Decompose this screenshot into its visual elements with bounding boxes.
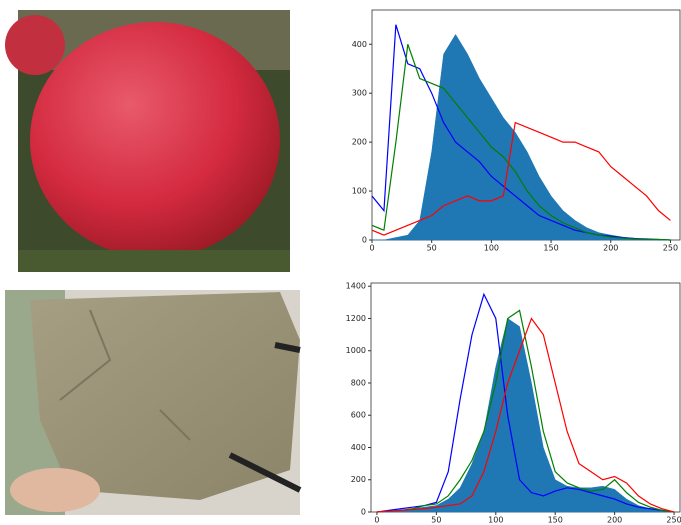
y-tick-label: 1400 xyxy=(346,282,366,291)
y-tick-label: 100 xyxy=(352,187,367,196)
apple-photo xyxy=(5,10,290,272)
figure: 0 100 200 300 400 0 50 100 150 200 250 0 200 400 600 80… xyxy=(0,0,681,525)
x-tick-label: 0 xyxy=(374,516,379,525)
y-tick-label: 1000 xyxy=(346,346,366,355)
y-tick-label: 800 xyxy=(351,378,366,387)
x-tick-label: 200 xyxy=(607,516,622,525)
x-tick-label: 100 xyxy=(484,244,499,253)
y-tick-label: 0 xyxy=(362,236,367,245)
x-tick-label: 50 xyxy=(427,244,437,253)
y-tick-label: 400 xyxy=(351,443,366,452)
y-tick-label: 1200 xyxy=(346,314,366,323)
y-tick-label: 400 xyxy=(352,40,367,49)
x-tick-label: 0 xyxy=(369,244,374,253)
x-tick-label: 150 xyxy=(543,244,558,253)
y-tick-label: 200 xyxy=(351,475,366,484)
x-tick-label: 150 xyxy=(548,516,563,525)
x-tick-label: 100 xyxy=(488,516,503,525)
x-tick-label: 250 xyxy=(663,244,678,253)
y-tick-label: 200 xyxy=(352,138,367,147)
mask-photo xyxy=(5,290,300,515)
y-tick-label: 300 xyxy=(352,89,367,98)
y-tick-label: 0 xyxy=(361,508,366,517)
y-tick-label: 600 xyxy=(351,411,366,420)
x-tick-label: 250 xyxy=(666,516,681,525)
x-tick-label: 200 xyxy=(603,244,618,253)
x-tick-label: 50 xyxy=(431,516,441,525)
